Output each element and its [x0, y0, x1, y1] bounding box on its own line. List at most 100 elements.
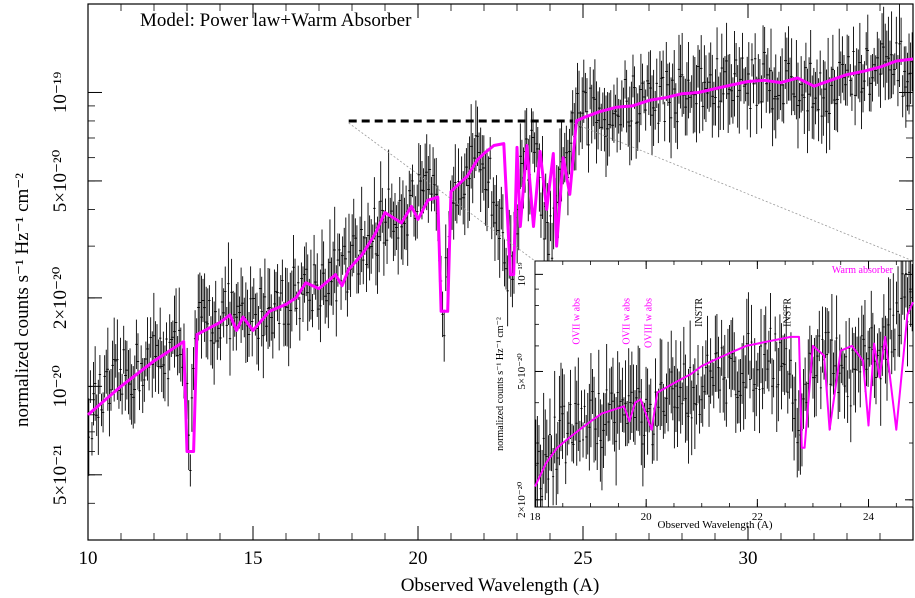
data-point — [753, 338, 756, 431]
data-point — [105, 349, 108, 394]
data-point — [772, 359, 775, 398]
data-point — [343, 227, 346, 265]
data-point — [122, 325, 125, 374]
data-point — [392, 201, 395, 262]
data-point — [189, 454, 192, 487]
data-point — [788, 349, 791, 399]
data-point — [333, 206, 336, 294]
data-point — [685, 62, 689, 136]
data-point — [641, 401, 644, 487]
data-point — [136, 333, 140, 390]
data-point — [276, 264, 279, 322]
inset-annotation-label: INSTR — [694, 298, 705, 327]
data-point — [766, 349, 769, 389]
data-point — [146, 317, 149, 381]
data-point — [192, 347, 195, 391]
data-point — [752, 64, 755, 104]
data-point — [819, 366, 822, 410]
data-point — [465, 148, 468, 187]
data-point — [591, 369, 594, 415]
data-point — [549, 190, 552, 242]
data-point — [867, 330, 870, 387]
data-point — [823, 61, 827, 117]
data-point — [398, 177, 401, 224]
data-point — [797, 390, 800, 471]
data-point — [907, 33, 911, 115]
data-point — [802, 368, 805, 429]
data-point — [676, 94, 679, 150]
data-point — [851, 327, 854, 373]
data-point — [581, 77, 584, 149]
data-point — [301, 266, 305, 322]
data-point — [357, 254, 360, 294]
data-point — [396, 201, 400, 275]
x-tick-label: 30 — [739, 548, 758, 569]
data-point — [911, 263, 914, 332]
data-point — [695, 64, 698, 143]
data-point — [495, 175, 498, 236]
main-y-axis-label: normalized counts s⁻¹ Hz⁻¹ cm⁻² — [12, 173, 33, 427]
data-point — [568, 128, 571, 175]
data-point — [452, 166, 455, 240]
data-point — [149, 317, 152, 358]
data-point — [403, 197, 406, 250]
data-point — [270, 294, 273, 341]
y-tick-label: 5×10⁻²¹ — [50, 444, 71, 505]
data-point — [319, 269, 322, 343]
data-point — [477, 132, 481, 173]
data-point — [755, 360, 758, 417]
data-point — [228, 301, 232, 376]
data-point — [441, 291, 444, 338]
data-point — [92, 361, 95, 426]
data-point — [463, 153, 467, 236]
data-point — [249, 266, 252, 332]
data-point — [693, 358, 696, 450]
data-point — [622, 397, 625, 433]
data-point — [794, 362, 797, 438]
data-point — [818, 50, 822, 96]
data-point — [711, 359, 714, 396]
data-point — [707, 52, 711, 112]
data-point — [476, 106, 479, 166]
data-point — [841, 36, 844, 93]
data-point — [761, 25, 765, 103]
data-point — [653, 90, 657, 130]
data-point — [141, 358, 144, 414]
data-point — [745, 298, 748, 389]
data-point — [879, 40, 882, 108]
data-point — [703, 45, 706, 120]
data-point — [211, 297, 214, 369]
data-point — [715, 314, 718, 392]
data-point — [537, 425, 540, 478]
data-point — [611, 357, 614, 445]
data-point — [787, 26, 790, 101]
data-point — [597, 349, 600, 438]
data-point — [385, 216, 389, 264]
data-point — [854, 326, 857, 413]
data-point — [698, 395, 701, 434]
data-point — [843, 353, 846, 419]
data-point — [845, 34, 849, 106]
data-point — [830, 66, 833, 105]
data-point — [618, 362, 621, 450]
data-point — [626, 400, 629, 447]
data-point — [748, 360, 751, 399]
data-point — [625, 69, 628, 133]
inset-annotations: OVII w abs OVII w abs OVIII w abs INSTR INST… — [571, 298, 793, 348]
data-point — [893, 328, 896, 371]
data-point — [673, 50, 676, 129]
data-point — [468, 136, 471, 221]
data-point — [373, 177, 376, 240]
data-point — [700, 376, 703, 424]
data-point — [652, 69, 655, 146]
data-point — [138, 371, 141, 411]
data-point — [629, 365, 632, 440]
data-point — [227, 242, 230, 325]
data-point — [717, 76, 720, 138]
data-point — [544, 409, 547, 501]
data-point — [709, 338, 712, 404]
data-point — [563, 374, 566, 439]
inset-plot-frame — [534, 260, 914, 508]
data-point — [596, 417, 599, 471]
data-point — [898, 313, 901, 358]
